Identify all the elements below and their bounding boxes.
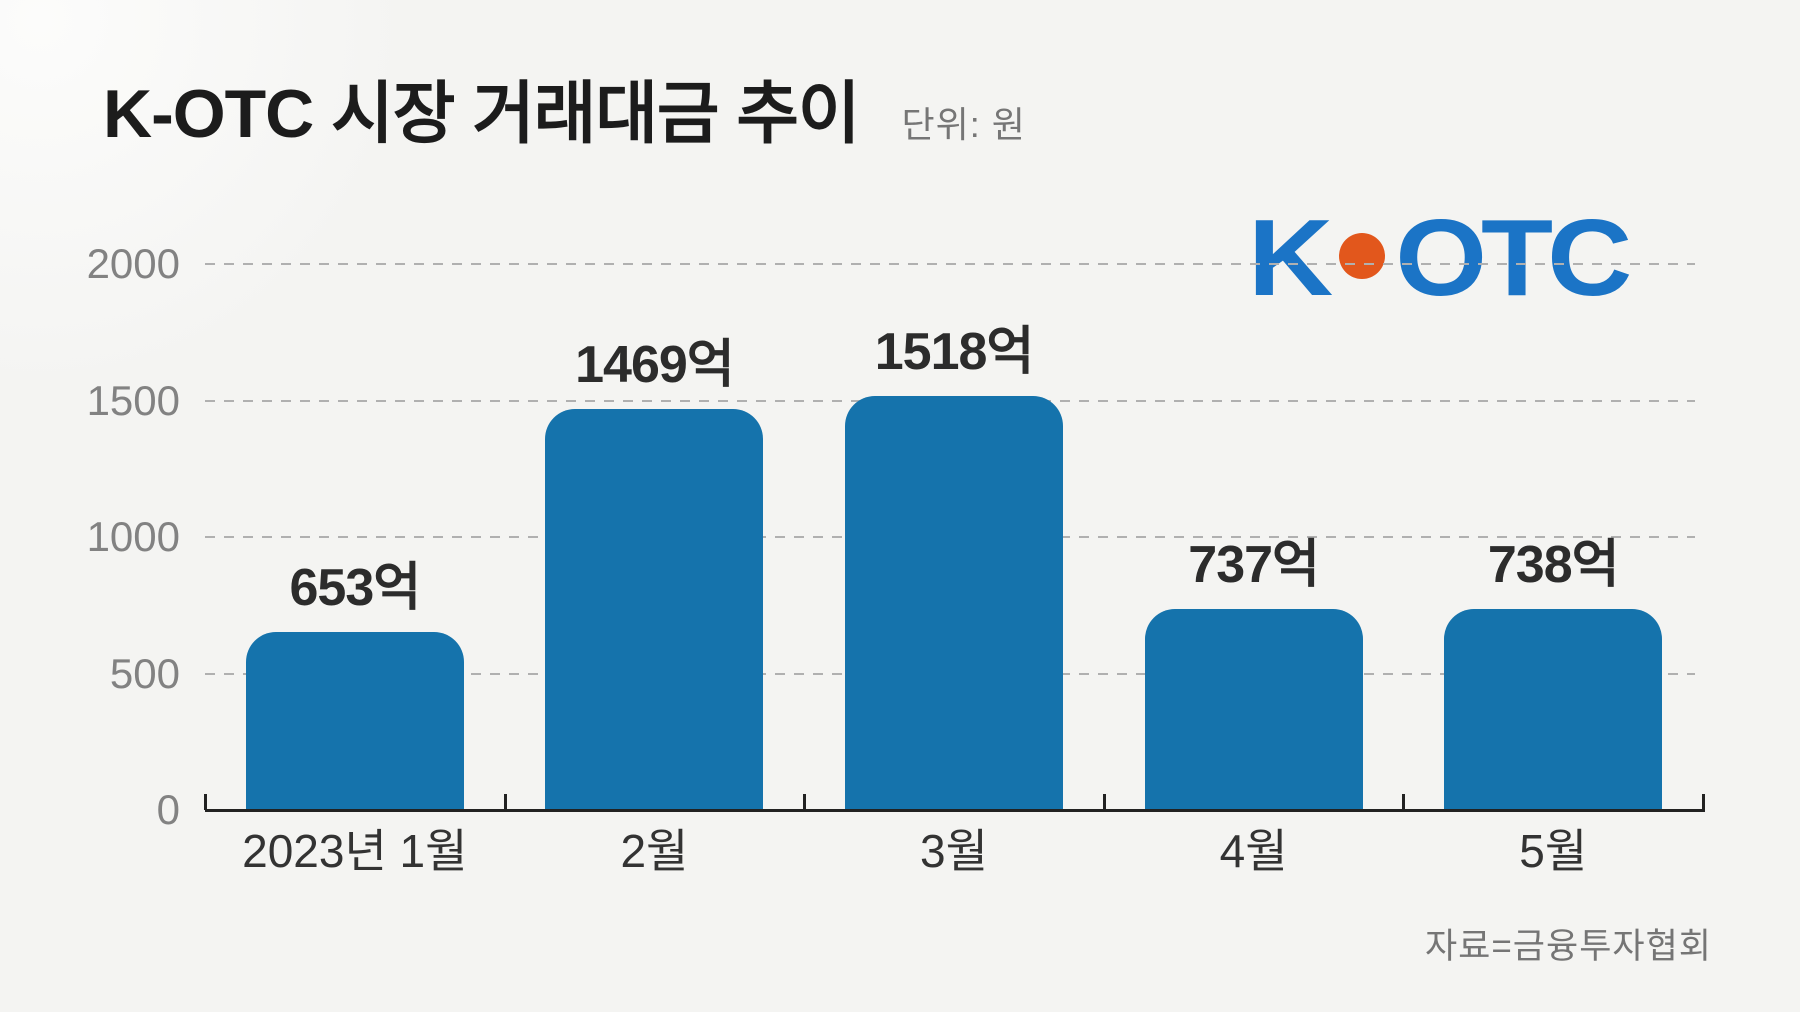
bar bbox=[1144, 608, 1363, 810]
bar bbox=[1444, 608, 1663, 810]
bar-value-label: 1469억 bbox=[575, 335, 735, 394]
chart-title: K-OTC 시장 거래대금 추이 bbox=[103, 76, 860, 152]
x-axis-category-label: 4월 bbox=[1219, 825, 1288, 877]
x-axis-category-label: 2023년 1월 bbox=[242, 825, 468, 877]
gridline bbox=[205, 263, 1695, 265]
y-axis-tick-label: 2000 bbox=[86, 240, 180, 287]
chart-header: K-OTC 시장 거래대금 추이 단위: 원 bbox=[103, 58, 1026, 157]
orange-dot-icon bbox=[1339, 233, 1386, 279]
bar-value-label: 737억 bbox=[1188, 535, 1320, 594]
x-axis-tick bbox=[1102, 794, 1106, 810]
x-axis-category-label: 5월 bbox=[1519, 825, 1588, 877]
x-axis-tick bbox=[1702, 794, 1705, 810]
bar-value-label: 1518억 bbox=[874, 322, 1035, 381]
bar bbox=[545, 408, 764, 810]
x-axis-category-label: 2월 bbox=[620, 825, 689, 877]
bar-value-label: 738억 bbox=[1487, 535, 1620, 594]
logo-k-text: K bbox=[1248, 197, 1333, 319]
x-axis-line bbox=[205, 809, 1705, 812]
x-axis-tick bbox=[1402, 794, 1406, 810]
x-axis-tick bbox=[204, 794, 207, 810]
bar-value-label: 653억 bbox=[289, 558, 421, 617]
y-axis-tick-label: 1000 bbox=[86, 513, 180, 560]
x-axis-tick bbox=[803, 794, 807, 810]
logo-otc-text: OTC bbox=[1395, 197, 1632, 319]
kotc-logo: K OTC bbox=[1230, 196, 1710, 320]
unit-label: 단위: 원 bbox=[901, 104, 1026, 145]
bar bbox=[245, 631, 464, 810]
x-axis-tick bbox=[503, 794, 507, 810]
bar bbox=[845, 395, 1063, 810]
source-label: 자료=금융투자협회 bbox=[1424, 927, 1712, 966]
y-axis-tick-label: 1500 bbox=[86, 376, 180, 424]
y-axis-tick-label: 500 bbox=[109, 649, 180, 697]
x-axis-category-label: 3월 bbox=[920, 825, 988, 877]
y-axis-tick-label: 0 bbox=[156, 786, 180, 833]
